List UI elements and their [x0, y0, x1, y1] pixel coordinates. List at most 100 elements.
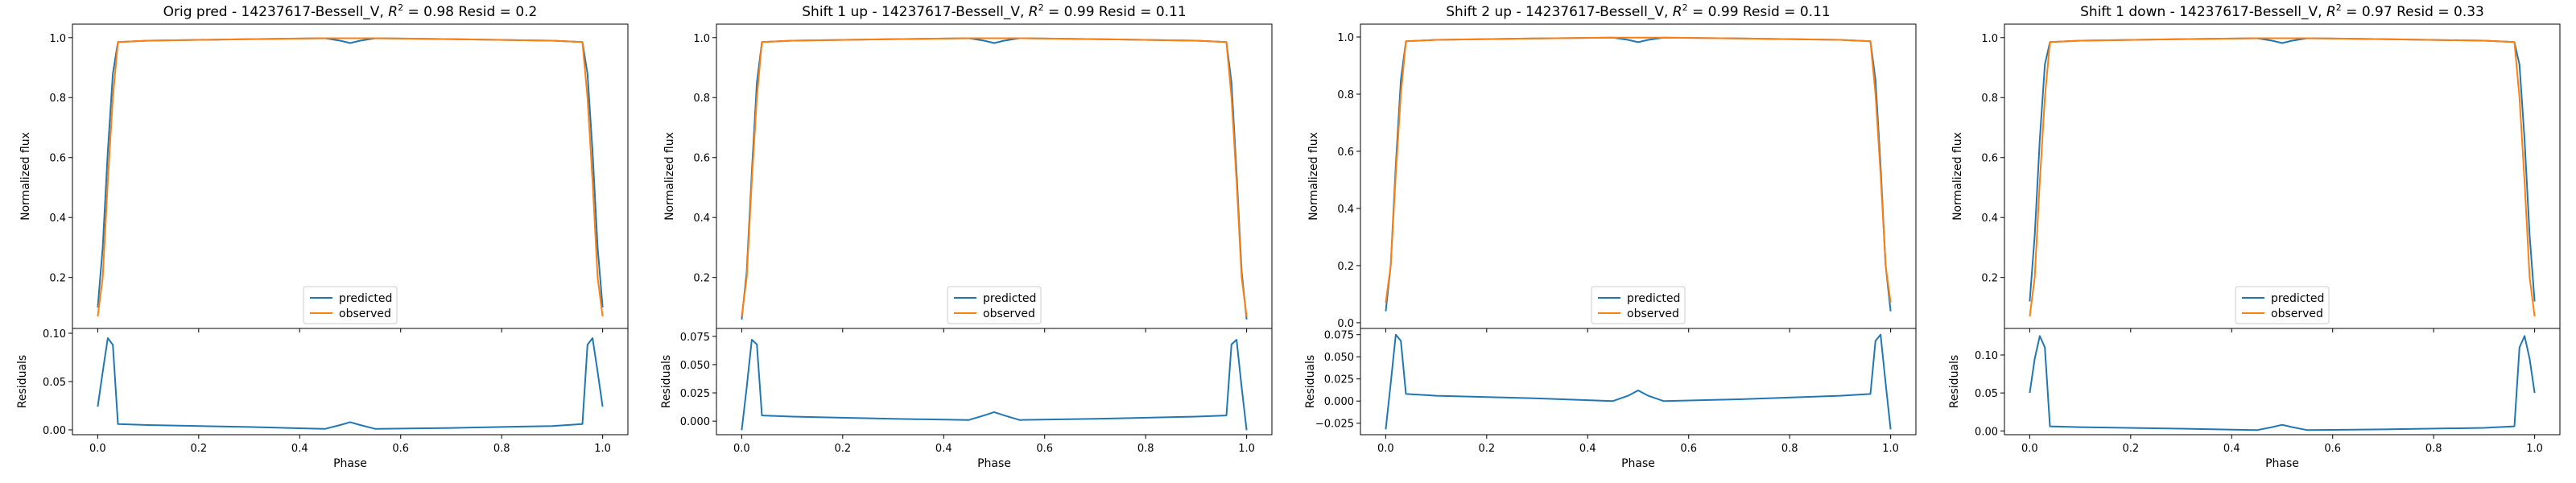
- r2-value: 0.99: [1708, 4, 1739, 20]
- legend-label-predicted: predicted: [983, 292, 1036, 305]
- legend-label-predicted: predicted: [339, 292, 392, 305]
- panel-3: Shift 1 down - 14237617-Bessell_V, R2 = …: [1948, 2, 2561, 470]
- x-tick-label: 0.8: [1781, 443, 1798, 455]
- panel-0: Orig pred - 14237617-Bessell_V, R2 = 0.9…: [16, 2, 629, 470]
- residual-y-tick-label: 0.075: [680, 332, 710, 344]
- x-tick-label: 0.0: [733, 443, 750, 455]
- residual-line: [1385, 333, 1892, 430]
- x-tick-label: 1.0: [594, 443, 611, 455]
- residual-y-tick-label: 0.05: [1975, 388, 1998, 400]
- r2-symbol: R: [2326, 4, 2336, 20]
- title-prefix: Shift 1 down - 14237617-Bessell_V,: [2080, 4, 2326, 20]
- resid-text: Resid = 0.33: [2396, 4, 2484, 20]
- x-axis-label: Phase: [2265, 457, 2299, 470]
- residual-axes-frame: [2004, 328, 2561, 436]
- x-axis-label: Phase: [1621, 457, 1655, 470]
- r2-symbol: R: [388, 4, 398, 20]
- x-tick-label: 1.0: [1882, 443, 1899, 455]
- x-tick-label: 0.4: [291, 443, 308, 455]
- x-tick-label: 0.2: [1478, 443, 1495, 455]
- legend-label-observed: observed: [983, 308, 1035, 320]
- residual-y-tick-label: 0.000: [680, 416, 710, 428]
- flux-y-tick-label: 0.4: [693, 213, 710, 225]
- flux-y-tick-label: 0.6: [693, 153, 710, 165]
- legend-label-predicted: predicted: [2271, 292, 2324, 305]
- flux-y-tick-label: 0.2: [693, 273, 710, 285]
- chart-title: Shift 2 up - 14237617-Bessell_V, R2 = 0.…: [1446, 2, 1830, 20]
- r2-value: 0.99: [1064, 4, 1095, 20]
- title-prefix: Orig pred - 14237617-Bessell_V,: [163, 4, 389, 20]
- x-tick-label: 0.2: [190, 443, 207, 455]
- x-tick-label: 0.8: [2425, 443, 2442, 455]
- legend-label-observed: observed: [2271, 308, 2323, 320]
- residual-line: [2029, 335, 2536, 431]
- x-tick-label: 0.6: [1680, 443, 1697, 455]
- flux-y-axis-label: Normalized flux: [1951, 132, 1964, 221]
- residual-y-tick-label: 0.00: [1975, 426, 1998, 438]
- residual-y-tick-label: 0.05: [43, 377, 66, 389]
- x-tick-label: 1.0: [2526, 443, 2543, 455]
- residual-y-axis-label: Residuals: [1948, 355, 1961, 408]
- residual-y-tick-label: 0.025: [680, 388, 710, 400]
- flux-y-tick-label: 0.4: [49, 213, 66, 225]
- chart-title: Orig pred - 14237617-Bessell_V, R2 = 0.9…: [163, 2, 538, 20]
- x-tick-label: 0.4: [2223, 443, 2240, 455]
- residual-axes-frame: [72, 328, 629, 436]
- legend-box: [947, 286, 1042, 324]
- flux-y-tick-label: 0.4: [1337, 204, 1354, 216]
- residual-y-tick-label: 0.10: [43, 328, 66, 341]
- flux-y-tick-label: 0.2: [49, 273, 66, 285]
- panel-1: Shift 1 up - 14237617-Bessell_V, R2 = 0.…: [660, 2, 1273, 470]
- legend-box: [303, 286, 398, 324]
- flux-axes-frame: [2004, 23, 2561, 329]
- panel-2: Shift 2 up - 14237617-Bessell_V, R2 = 0.…: [1304, 2, 1917, 470]
- resid-text: Resid = 0.11: [1743, 4, 1831, 20]
- x-tick-label: 0.8: [493, 443, 510, 455]
- residual-y-tick-label: 0.10: [1975, 350, 1998, 362]
- predicted-line: [741, 37, 1248, 320]
- r2-equals: =: [1044, 4, 1064, 20]
- residual-y-tick-label: 0.050: [680, 360, 710, 372]
- flux-y-tick-label: 0.8: [49, 93, 66, 105]
- r2-exponent: 2: [1038, 2, 1044, 13]
- legend-box: [2235, 286, 2330, 324]
- flux-y-tick-label: 0.2: [1981, 273, 1998, 285]
- flux-y-tick-label: 1.0: [1981, 33, 1998, 45]
- residual-y-tick-label: −0.025: [1315, 419, 1354, 431]
- flux-axes-frame: [72, 23, 629, 329]
- residual-line: [741, 339, 1248, 431]
- residual-line: [97, 337, 604, 430]
- x-tick-label: 0.0: [89, 443, 106, 455]
- r2-exponent: 2: [2336, 2, 2342, 13]
- flux-y-tick-label: 1.0: [693, 33, 710, 45]
- observed-line: [1385, 36, 1892, 303]
- observed-line: [97, 37, 604, 317]
- x-axis-label: Phase: [977, 457, 1011, 470]
- flux-y-tick-label: 0.2: [1337, 261, 1354, 273]
- r2-symbol: R: [1029, 4, 1038, 20]
- x-tick-label: 0.0: [2021, 443, 2038, 455]
- x-tick-label: 0.2: [2122, 443, 2139, 455]
- residual-y-tick-label: 0.000: [1324, 396, 1354, 408]
- r2-equals: =: [403, 4, 423, 20]
- resid-text: Resid = 0.11: [1099, 4, 1187, 20]
- chart-title: Shift 1 up - 14237617-Bessell_V, R2 = 0.…: [802, 2, 1186, 20]
- x-tick-label: 0.6: [392, 443, 409, 455]
- r2-exponent: 2: [1682, 2, 1688, 13]
- observed-line: [2029, 37, 2536, 317]
- flux-axes-frame: [1360, 23, 1917, 329]
- residual-y-tick-label: 0.050: [1324, 352, 1354, 364]
- flux-y-tick-label: 0.4: [1981, 213, 1998, 225]
- flux-y-tick-label: 0.8: [693, 93, 710, 105]
- x-tick-label: 0.2: [834, 443, 851, 455]
- r2-equals: =: [1688, 4, 1708, 20]
- x-axis-label: Phase: [333, 457, 367, 470]
- flux-y-tick-label: 0.6: [49, 153, 66, 165]
- residual-y-tick-label: 0.00: [43, 425, 66, 437]
- r2-symbol: R: [1673, 4, 1682, 20]
- title-prefix: Shift 1 up - 14237617-Bessell_V,: [802, 4, 1029, 20]
- r2-value: 0.97: [2362, 4, 2392, 20]
- r2-equals: =: [2342, 4, 2362, 20]
- legend-box: [1591, 286, 1686, 324]
